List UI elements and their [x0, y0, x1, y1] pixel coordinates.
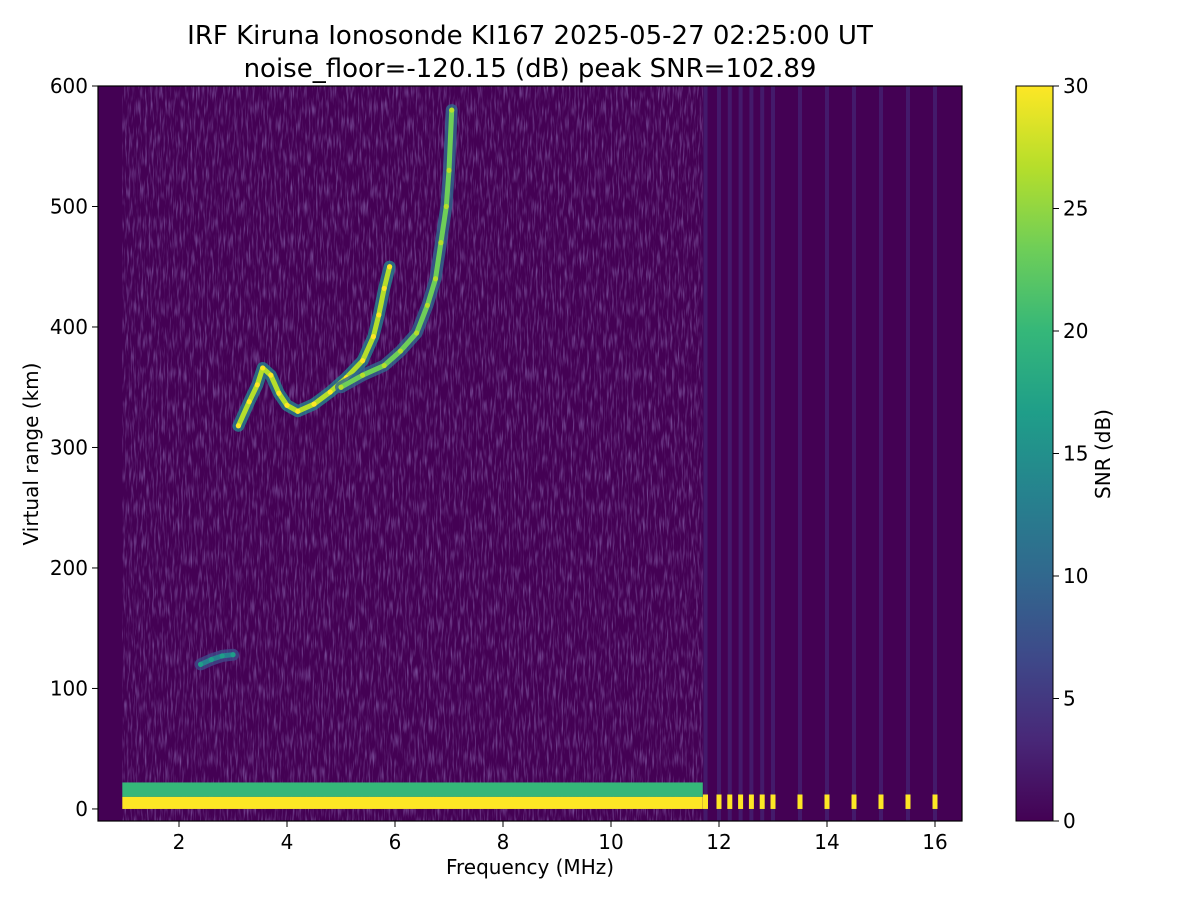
x-tick-label: 4: [281, 830, 294, 854]
echo-point: [376, 312, 382, 318]
echo-point: [268, 372, 274, 378]
chart-subtitle: noise_floor=-120.15 (dB) peak SNR=102.89: [244, 54, 817, 84]
echo-point: [414, 330, 420, 336]
frequency-column: [798, 86, 802, 821]
echo-point: [432, 276, 439, 282]
discrete-ground-echo: [727, 794, 733, 809]
noise-speckle: [122, 86, 703, 821]
colorbar-tick-label: 0: [1063, 809, 1076, 833]
y-axis-ticks: 0 100 200 300 400 500 600: [50, 74, 98, 821]
colorbar-tick-label: 15: [1063, 442, 1088, 466]
echo-point: [230, 652, 236, 658]
colorbar-ticks: 0 5 10 15 20 25 30: [1053, 74, 1088, 833]
ground-echo-band: [122, 796, 703, 809]
echo-point: [260, 365, 266, 371]
frequency-column: [749, 86, 754, 821]
colorbar: 0 5 10 15 20 25 30 SNR (dB): [1015, 74, 1115, 833]
y-tick-label: 0: [75, 797, 88, 821]
echo-trace: [198, 652, 236, 667]
echo-point: [295, 408, 301, 414]
colorbar-tick-label: 10: [1063, 564, 1088, 588]
echo-point: [327, 389, 333, 395]
discrete-ground-echo: [851, 794, 857, 809]
echo-point: [443, 203, 449, 210]
echo-point: [397, 348, 403, 354]
echo-point: [370, 334, 376, 340]
echo-point: [311, 401, 317, 407]
frequency-column: [771, 86, 775, 821]
echo-point: [198, 661, 204, 667]
echo-point: [381, 285, 387, 292]
x-axis-ticks: 2 4 6 8 10 12 14 16: [173, 821, 948, 854]
colorbar-label: SNR (dB): [1091, 409, 1115, 499]
plot-frame: [97, 85, 963, 822]
discrete-ground-echo: [770, 794, 776, 809]
discrete-ground-echo: [905, 794, 911, 809]
x-tick-label: 8: [497, 830, 510, 854]
echo-point: [338, 384, 344, 390]
echo-point: [284, 402, 290, 408]
heatmap-layer: [122, 86, 938, 821]
echo-trace: [235, 264, 393, 429]
frequency-column: [852, 86, 856, 821]
y-tick-label: 600: [50, 74, 88, 98]
y-tick-label: 200: [50, 556, 88, 580]
ground-echo-halo: [122, 782, 703, 797]
x-tick-label: 6: [389, 830, 402, 854]
echo-point: [449, 107, 455, 113]
discrete-ground-echo: [748, 794, 754, 809]
y-axis-label: Virtual range (km): [19, 363, 43, 546]
y-tick-label: 400: [50, 315, 88, 339]
discrete-ground-echo: [716, 794, 722, 809]
echo-point: [246, 399, 252, 405]
echo-point: [360, 372, 366, 378]
echo-point: [208, 656, 214, 663]
y-tick-label: 500: [50, 194, 88, 218]
discrete-ground-echo: [824, 794, 830, 809]
echo-point: [424, 302, 430, 308]
x-tick-label: 16: [922, 830, 947, 854]
x-axis-label: Frequency (MHz): [446, 855, 614, 879]
discrete-ground-echo: [878, 794, 884, 809]
frequency-column: [933, 86, 937, 821]
discrete-ground-echo: [703, 794, 708, 809]
frequency-column: [760, 86, 765, 821]
frequency-column: [717, 86, 721, 821]
echo-point: [235, 423, 241, 429]
colorbar-fill: [1015, 85, 1054, 822]
echo-point: [438, 240, 444, 246]
discrete-ground-echo: [738, 794, 744, 809]
echo-point: [276, 390, 282, 396]
echo-point: [446, 167, 452, 173]
x-tick-label: 2: [173, 830, 186, 854]
colorbar-tick-label: 25: [1063, 197, 1088, 221]
frequency-column: [727, 86, 732, 821]
x-tick-label: 10: [598, 830, 623, 854]
discrete-ground-echo: [932, 794, 938, 809]
y-tick-label: 100: [50, 676, 88, 700]
plot-area: [97, 85, 963, 822]
frequency-column: [879, 86, 883, 821]
frequency-column: [825, 86, 829, 821]
chart-title: IRF Kiruna Ionosonde KI167 2025-05-27 02…: [187, 21, 873, 51]
colorbar-tick-label: 30: [1063, 74, 1088, 98]
frequency-column: [906, 86, 910, 821]
x-tick-label: 12: [706, 830, 731, 854]
x-tick-label: 14: [814, 830, 839, 854]
echo-point: [254, 382, 260, 388]
frequency-column: [703, 86, 708, 821]
discrete-ground-echo: [797, 794, 803, 809]
echo-point: [381, 362, 387, 369]
echo-point: [387, 264, 393, 270]
colorbar-tick-label: 5: [1063, 687, 1076, 711]
discrete-ground-echo: [759, 794, 765, 809]
echo-point: [360, 358, 366, 364]
colorbar-tick-label: 20: [1063, 319, 1088, 343]
echo-point: [219, 653, 225, 659]
frequency-column: [738, 86, 743, 821]
y-tick-label: 300: [50, 435, 88, 459]
